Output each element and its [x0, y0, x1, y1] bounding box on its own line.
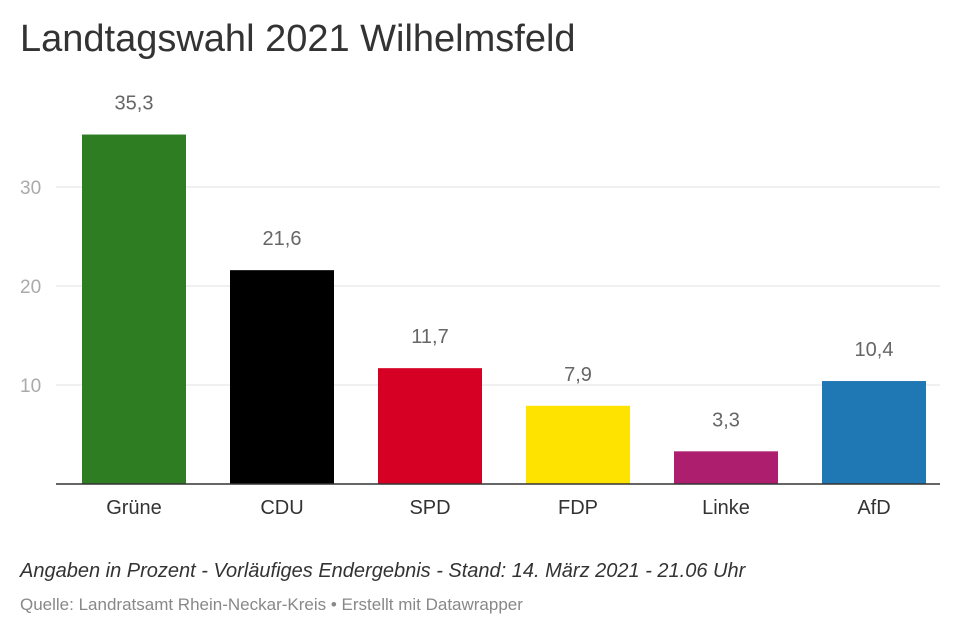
bar-fdp [526, 405, 630, 484]
x-tick-label: SPD [409, 497, 450, 519]
x-tick-label: CDU [260, 497, 303, 519]
bar-grüne [82, 134, 186, 484]
bar-cdu [230, 270, 334, 484]
value-label: 11,7 [411, 326, 448, 348]
bar-chart: 10 20 30 35,3 Grüne 21,6 CDU 11,7 SPD 7,9 FDP 3,3 Li… [20, 93, 940, 519]
chart-title: Landtagswahl 2021 Wilhelmsfeld [20, 18, 576, 60]
chart-source: Quelle: Landratsamt Rhein-Neckar-Kreis •… [20, 595, 523, 614]
value-label: 3,3 [712, 409, 740, 431]
y-tick-label: 30 [20, 178, 41, 199]
bar-linke [674, 451, 778, 484]
value-label: 7,9 [564, 364, 592, 386]
value-label: 21,6 [263, 228, 302, 250]
value-label: 35,3 [115, 93, 154, 115]
x-tick-label: Linke [702, 497, 750, 519]
x-tick-label: Grüne [106, 497, 162, 519]
bar-spd [378, 368, 482, 484]
x-tick-label: FDP [558, 497, 598, 519]
bar-afd [822, 381, 926, 484]
x-tick-label: AfD [857, 497, 890, 519]
value-label: 10,4 [855, 339, 894, 361]
y-tick-label: 10 [20, 376, 41, 397]
y-tick-label: 20 [20, 277, 41, 298]
chart-notes: Angaben in Prozent - Vorläufiges Enderge… [20, 560, 746, 582]
